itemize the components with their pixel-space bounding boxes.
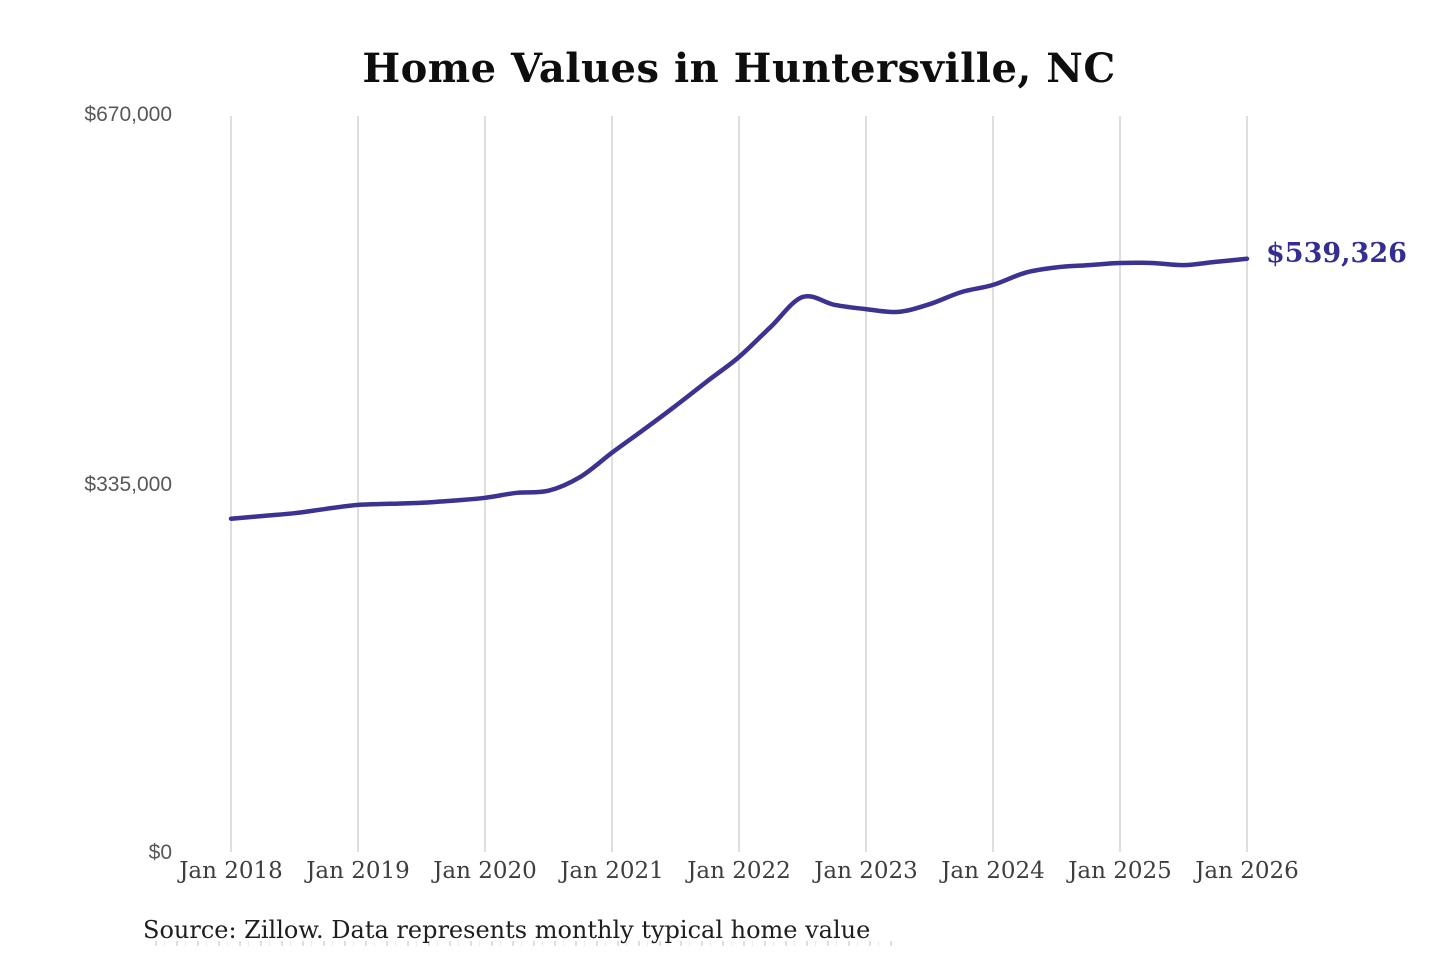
x-axis-label-jan-2024: Jan 2024 — [941, 858, 1045, 884]
chart-title: Home Values in Huntersville, NC — [362, 45, 1116, 92]
y-axis-label-670000: $670,000 — [84, 103, 172, 126]
x-axis-label-jan-2026: Jan 2026 — [1195, 858, 1299, 884]
clipped-text-artifact — [155, 941, 895, 946]
x-axis-label-jan-2020: Jan 2020 — [433, 858, 537, 884]
x-axis-label-jan-2025: Jan 2025 — [1068, 858, 1172, 884]
y-axis-label-0: $0 — [148, 841, 172, 864]
x-axis-label-jan-2021: Jan 2021 — [560, 858, 664, 884]
x-axis-label-jan-2018: Jan 2018 — [179, 858, 283, 884]
y-axis-label-335000: $335,000 — [84, 473, 172, 496]
source-note: Source: Zillow. Data represents monthly … — [143, 916, 871, 944]
x-axis-label-jan-2022: Jan 2022 — [687, 858, 791, 884]
vertical-gridlines — [230, 116, 1248, 852]
home-value-line-series — [228, 256, 1250, 521]
x-axis-label-jan-2023: Jan 2023 — [814, 858, 918, 884]
x-axis-label-jan-2019: Jan 2019 — [306, 858, 410, 884]
end-value-label: $539,326 — [1266, 238, 1407, 269]
